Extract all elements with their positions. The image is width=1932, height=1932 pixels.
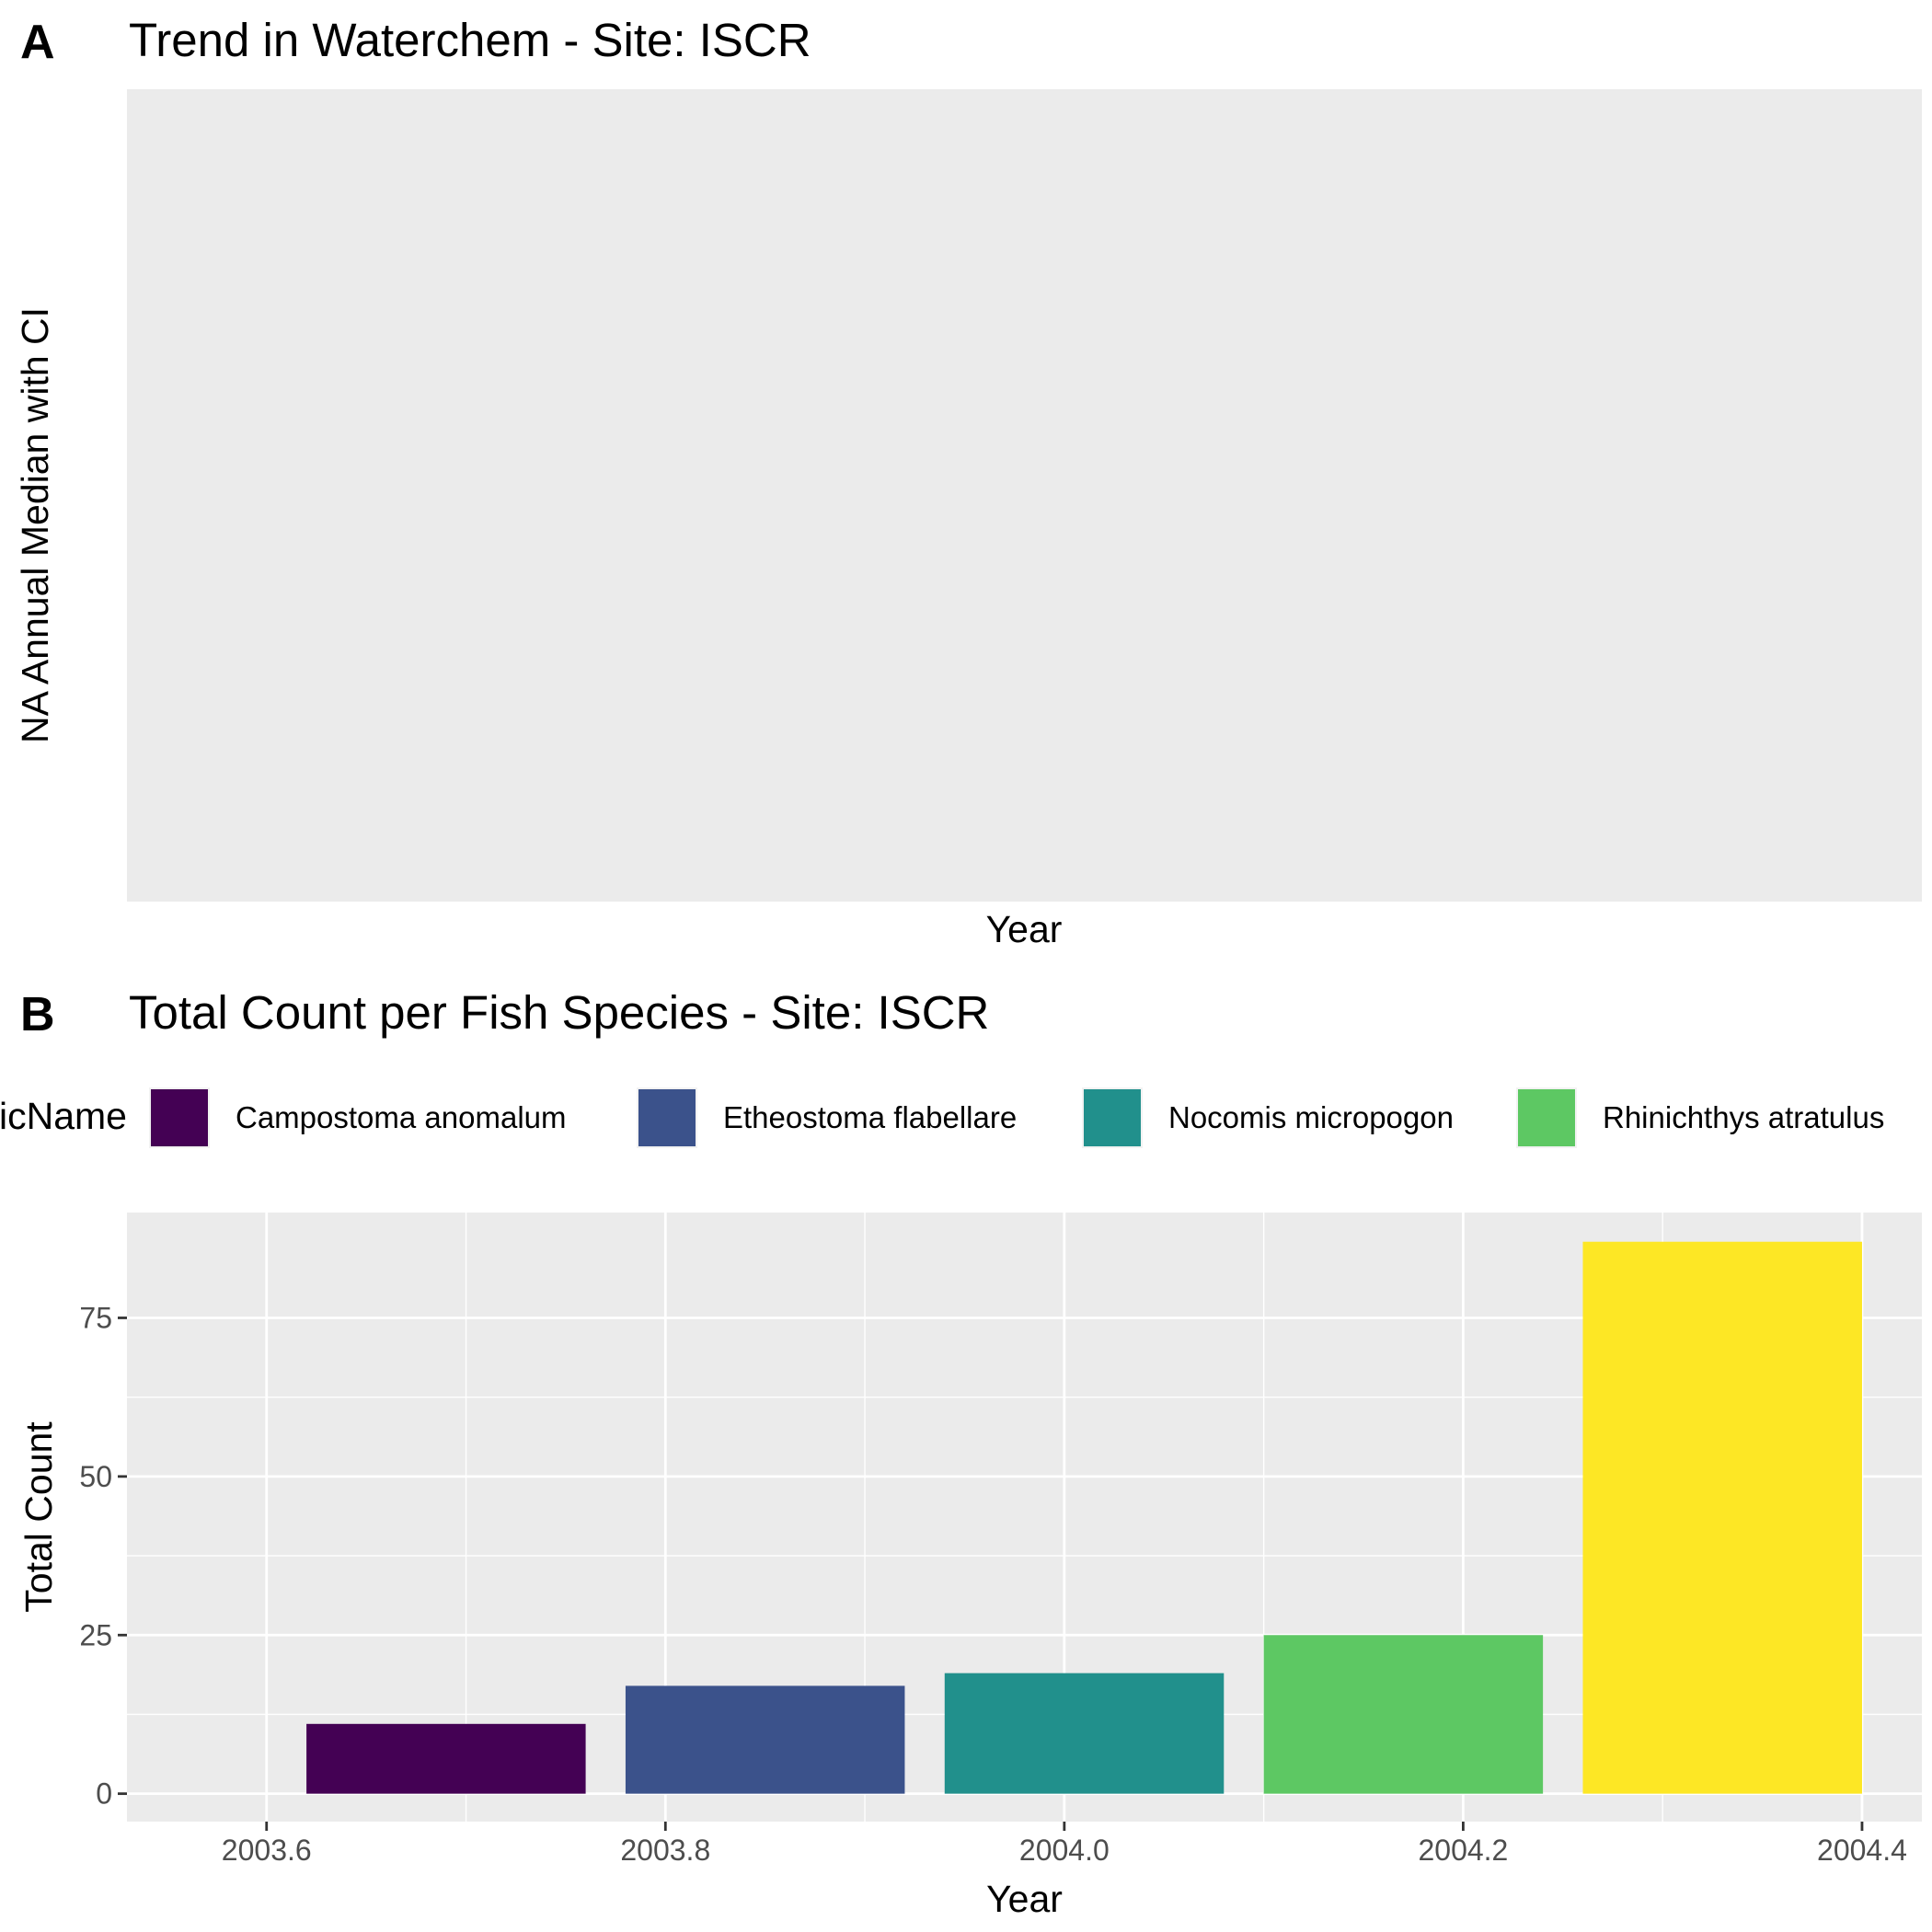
bar [1263,1635,1544,1794]
bar [306,1723,586,1794]
panel-a-plot-area [127,89,1922,902]
panel-a-title: Trend in Waterchem - Site: ISCR [129,14,811,66]
panel-a-tag: A [20,16,55,69]
legend-label-campostoma-anomalum: Campostoma anomalum [236,1100,567,1134]
legend-key-nocomis-micropogon [1082,1087,1143,1148]
bar [625,1685,905,1794]
panel-b-y-axis-label: Total Count [17,1421,60,1613]
bar [1582,1241,1862,1794]
x-tick-label: 2003.8 [620,1834,710,1867]
legend-label-rhinichthys-atratulus: Rhinichthys atratulus [1603,1100,1885,1134]
y-tick-label: 25 [79,1618,112,1651]
panel-a-y-axis-label: NA Annual Median with CI [14,306,56,743]
y-tick-label: 50 [79,1460,112,1493]
legend-key-campostoma-anomalum [149,1087,210,1148]
x-tick-label: 2004.2 [1418,1834,1508,1867]
panel-b-bar-chart: 2003.6 2003.8 2004.0 2004.2 2004.4 0 25 50 75 Yea… [17,1213,1922,1920]
x-tick-label: 2003.6 [222,1834,312,1867]
legend-title: ScientificName [0,1098,127,1135]
panel-b-x-axis-label: Year [986,1878,1063,1920]
panel-b-title: Total Count per Fish Species - Site: ISC… [129,986,990,1039]
legend-label-nocomis-micropogon: Nocomis micropogon [1168,1100,1454,1134]
x-tick-label: 2004.4 [1817,1834,1907,1867]
panel-a-x-axis-label: Year [985,908,1063,950]
legend-key-etheostoma-flabellare [637,1087,697,1148]
y-tick-label: 0 [96,1777,112,1811]
x-tick-label: 2004.0 [1019,1834,1110,1867]
panel-b-tag: B [20,988,55,1041]
legend-label-etheostoma-flabellare: Etheostoma flabellare [723,1100,1018,1134]
y-tick-label: 75 [79,1301,112,1334]
bar [944,1673,1225,1794]
legend-key-rhinichthys-atratulus [1516,1087,1577,1148]
